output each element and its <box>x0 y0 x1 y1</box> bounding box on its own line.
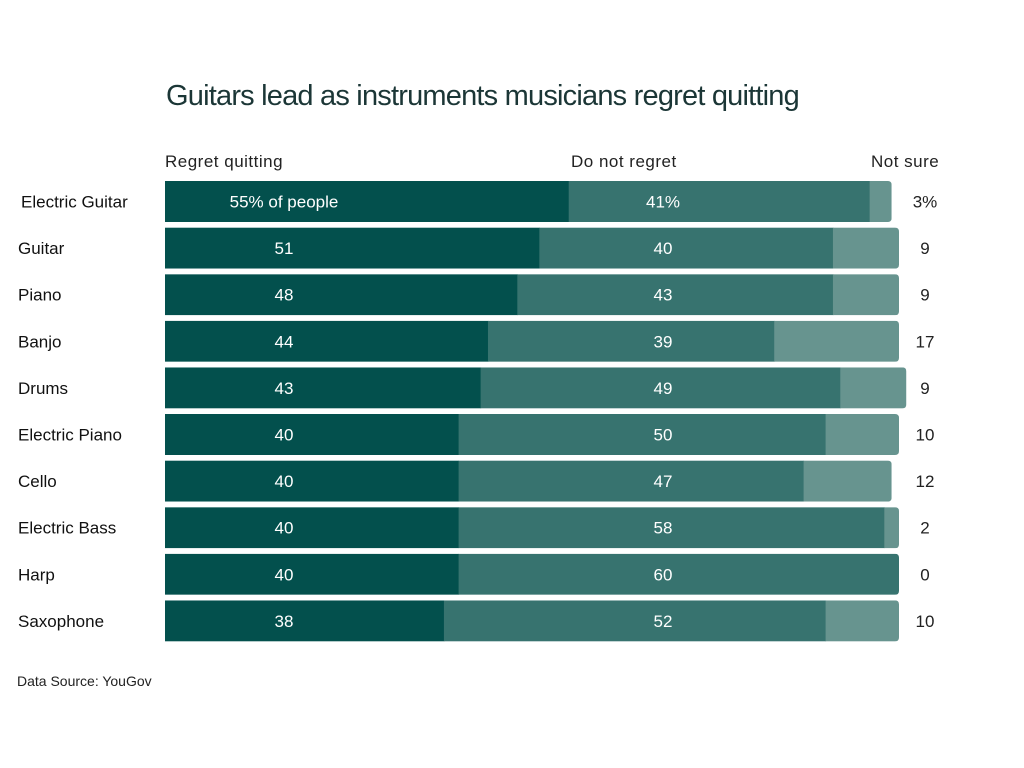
bar-segment-regret-quitting <box>165 600 445 642</box>
bar-segment-not-sure <box>869 181 892 222</box>
data-label: 17 <box>916 332 935 351</box>
data-label: 10 <box>916 612 935 631</box>
bar-segment-do-not-regret <box>458 553 899 595</box>
bar-segment-regret-quitting <box>165 414 460 455</box>
bar-segment-do-not-regret <box>458 507 885 549</box>
data-label: 12 <box>916 472 935 491</box>
data-label: 40 <box>275 519 294 538</box>
bar-segment-not-sure <box>832 227 899 269</box>
data-label: 40 <box>275 426 294 445</box>
data-label: 49 <box>654 379 673 398</box>
data-label: 41% <box>646 193 680 212</box>
category-label: Banjo <box>18 332 61 351</box>
bar-segment-regret-quitting <box>165 367 482 409</box>
category-label: Saxophone <box>18 612 104 631</box>
data-label: 39 <box>654 332 673 351</box>
data-label: 50 <box>654 426 673 445</box>
bar-segment-do-not-regret <box>539 227 834 269</box>
data-label: 43 <box>654 286 673 305</box>
data-label: 43 <box>275 379 294 398</box>
legend-regret-quitting: Regret quitting <box>165 152 284 171</box>
data-label: 3% <box>913 193 938 212</box>
data-label: 9 <box>920 379 929 398</box>
data-source: Data Source: YouGov <box>17 673 152 689</box>
category-label: Electric Bass <box>18 519 116 538</box>
data-label: 44 <box>275 332 294 351</box>
bar-segment-do-not-regret <box>458 460 805 502</box>
data-label: 40 <box>275 472 294 491</box>
category-label: Drums <box>18 379 68 398</box>
category-label: Electric Guitar <box>21 193 128 212</box>
bar-segment-do-not-regret <box>517 274 834 316</box>
legend-do-not-regret: Do not regret <box>571 152 677 171</box>
bar-segment-do-not-regret <box>458 414 827 455</box>
data-label: 48 <box>275 286 294 305</box>
bar-segment-do-not-regret <box>487 320 775 362</box>
bar-segment-not-sure <box>832 274 899 316</box>
data-label: 10 <box>916 426 935 445</box>
bar-segment-not-sure <box>825 600 899 642</box>
bar-segment-not-sure <box>884 507 899 549</box>
category-label: Electric Piano <box>18 426 122 445</box>
data-label: 9 <box>920 239 929 258</box>
data-label: 51 <box>275 239 294 258</box>
bar-segment-not-sure <box>803 460 892 502</box>
bar-segment-not-sure <box>840 367 907 409</box>
data-label: 58 <box>654 519 673 538</box>
data-label: 55% of people <box>230 193 339 212</box>
data-label: 60 <box>654 565 673 584</box>
data-label: 2 <box>920 519 929 538</box>
data-label: 47 <box>654 472 673 491</box>
bar-segment-regret-quitting <box>165 553 460 595</box>
bar-segment-do-not-regret <box>568 181 871 222</box>
chart-title: Guitars lead as instruments musicians re… <box>166 80 800 112</box>
bar-segment-regret-quitting <box>165 320 489 362</box>
data-label: 52 <box>654 612 673 631</box>
data-label: 40 <box>275 565 294 584</box>
data-label: 0 <box>920 565 929 584</box>
bar-segment-regret-quitting <box>165 274 518 316</box>
bar-segment-regret-quitting <box>165 460 460 502</box>
bar-segment-do-not-regret <box>480 367 841 409</box>
data-label: 38 <box>275 612 294 631</box>
bar-segment-not-sure <box>825 414 899 455</box>
data-label: 9 <box>920 286 929 305</box>
bar-segment-not-sure <box>774 320 899 362</box>
bar-segment-regret-quitting <box>165 227 540 269</box>
bar-segment-regret-quitting <box>165 181 570 222</box>
category-label: Cello <box>18 472 57 491</box>
bar-segment-regret-quitting <box>165 507 460 549</box>
bar-segment-do-not-regret <box>443 600 827 642</box>
category-label: Piano <box>18 286 61 305</box>
data-label: 40 <box>654 239 673 258</box>
category-label: Harp <box>18 565 55 584</box>
legend-not-sure: Not sure <box>871 152 940 171</box>
category-label: Guitar <box>18 239 65 258</box>
